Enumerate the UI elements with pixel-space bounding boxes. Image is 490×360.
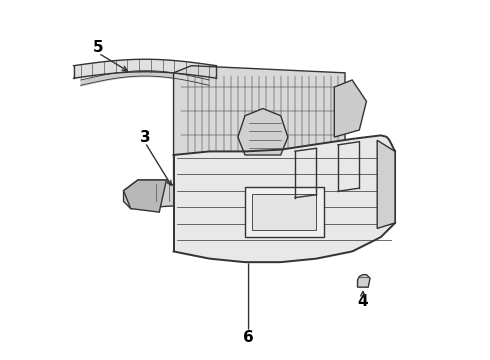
Text: 7: 7	[268, 180, 279, 195]
Polygon shape	[377, 140, 395, 229]
Bar	[245, 187, 323, 237]
Bar	[252, 194, 317, 230]
Text: 6: 6	[243, 330, 254, 345]
Text: 1: 1	[379, 187, 390, 202]
Text: 2: 2	[318, 208, 329, 223]
Text: 5: 5	[93, 40, 104, 55]
Polygon shape	[238, 109, 288, 155]
Text: 4: 4	[358, 294, 368, 309]
Polygon shape	[123, 180, 167, 212]
Polygon shape	[173, 66, 345, 180]
Polygon shape	[334, 80, 367, 137]
Polygon shape	[358, 275, 370, 287]
Polygon shape	[123, 176, 252, 208]
Text: 3: 3	[140, 130, 150, 145]
